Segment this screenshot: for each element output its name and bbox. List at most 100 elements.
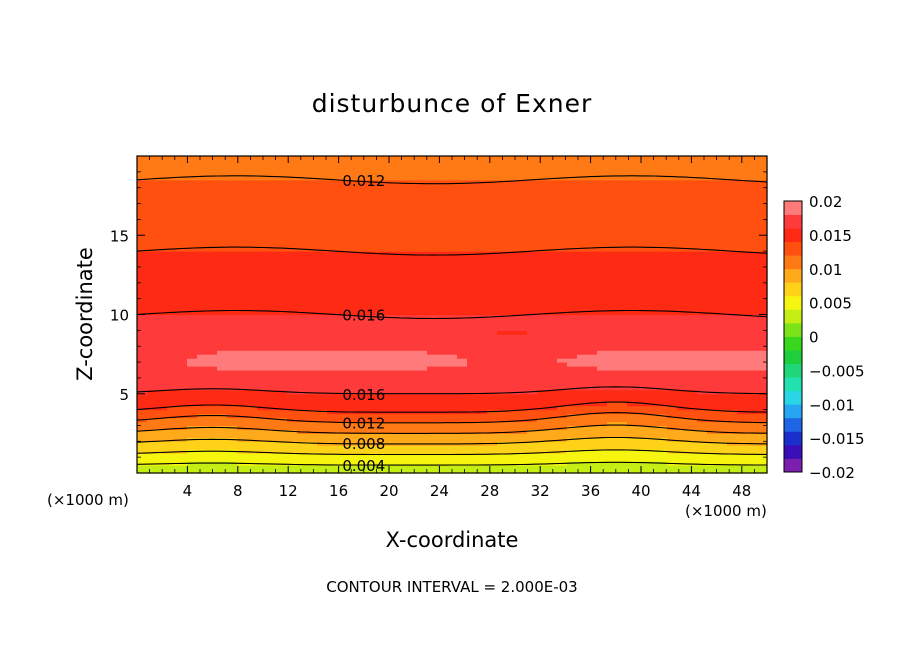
field-cell [647, 163, 658, 169]
field-cell [467, 449, 478, 454]
field-cell [497, 266, 508, 272]
field-cell [457, 350, 468, 355]
field-cell [427, 373, 438, 379]
field-cell [187, 342, 198, 347]
field-cell [557, 369, 568, 375]
field-cell [277, 429, 288, 434]
field-cell [387, 322, 398, 327]
field-cell [657, 465, 668, 470]
field-cell [427, 243, 438, 248]
field-cell [337, 306, 348, 312]
field-cell [147, 290, 158, 296]
field-cell [467, 274, 478, 280]
field-cell [657, 278, 668, 284]
field-cell [447, 163, 458, 169]
field-cell [237, 322, 248, 327]
field-cell [507, 243, 518, 248]
field-cell [757, 437, 768, 442]
field-cell [467, 354, 478, 359]
field-cell [717, 156, 728, 161]
field-cell [207, 338, 218, 343]
field-cell [377, 235, 388, 240]
field-cell [747, 334, 758, 339]
field-cell [497, 342, 508, 347]
field-cell [287, 243, 298, 248]
field-cell [277, 290, 288, 296]
field-cell [527, 159, 538, 165]
field-cell [607, 262, 618, 268]
field-cell [747, 405, 758, 411]
field-cell [467, 270, 478, 276]
field-cell [627, 389, 638, 395]
field-cell [407, 366, 418, 371]
field-cell [447, 350, 458, 355]
field-cell [407, 350, 418, 355]
field-cell [457, 393, 468, 399]
field-cell [577, 389, 588, 395]
field-cell [397, 465, 408, 470]
field-cell [677, 389, 688, 395]
field-cell [157, 381, 168, 387]
field-cell [137, 354, 148, 359]
field-cell [227, 207, 238, 213]
field-cell [657, 342, 668, 347]
field-cell [727, 183, 738, 189]
field-cell [257, 239, 268, 244]
field-cell [327, 215, 338, 220]
field-cell [607, 163, 618, 169]
field-cell [137, 159, 148, 165]
field-cell [567, 227, 578, 232]
field-cell [747, 342, 758, 347]
field-cell [677, 369, 688, 375]
field-cell [357, 354, 368, 359]
field-cell [197, 223, 208, 228]
field-cell [487, 350, 498, 355]
field-cell [537, 270, 548, 276]
field-cell [307, 259, 318, 264]
field-cell [547, 207, 558, 213]
field-cell [547, 385, 558, 391]
field-cell [537, 429, 548, 434]
field-cell [247, 219, 258, 224]
field-cell [597, 239, 608, 244]
field-cell [317, 290, 328, 296]
field-cell [627, 397, 638, 403]
field-cell [137, 294, 148, 300]
field-cell [317, 251, 328, 256]
field-cell [687, 437, 698, 442]
field-cell [447, 393, 458, 399]
field-cell [207, 421, 218, 427]
field-cell [277, 366, 288, 371]
field-cell [707, 179, 718, 185]
field-cell [747, 255, 758, 260]
field-cell [287, 171, 298, 177]
field-cell [737, 354, 748, 359]
field-cell [747, 469, 758, 474]
field-cell [177, 465, 188, 470]
field-cell [237, 167, 248, 173]
field-cell [167, 302, 178, 308]
field-cell [137, 338, 148, 343]
field-cell [607, 278, 618, 284]
field-cell [657, 358, 668, 363]
field-cell [367, 389, 378, 395]
field-cell [477, 354, 488, 359]
field-cell [327, 159, 338, 165]
field-cell [527, 429, 538, 434]
field-cell [207, 235, 218, 240]
field-cell [277, 393, 288, 399]
field-cell [517, 262, 528, 268]
field-cell [587, 350, 598, 355]
field-cell [427, 270, 438, 276]
field-cell [587, 373, 598, 379]
field-cell [277, 171, 288, 177]
field-cell [307, 405, 318, 411]
field-cell [417, 278, 428, 284]
field-cell [737, 211, 748, 217]
field-cell [277, 326, 288, 331]
field-cell [577, 421, 588, 427]
field-cell [227, 310, 238, 316]
field-cell [407, 278, 418, 284]
field-cell [307, 457, 318, 462]
field-cell [557, 262, 568, 268]
